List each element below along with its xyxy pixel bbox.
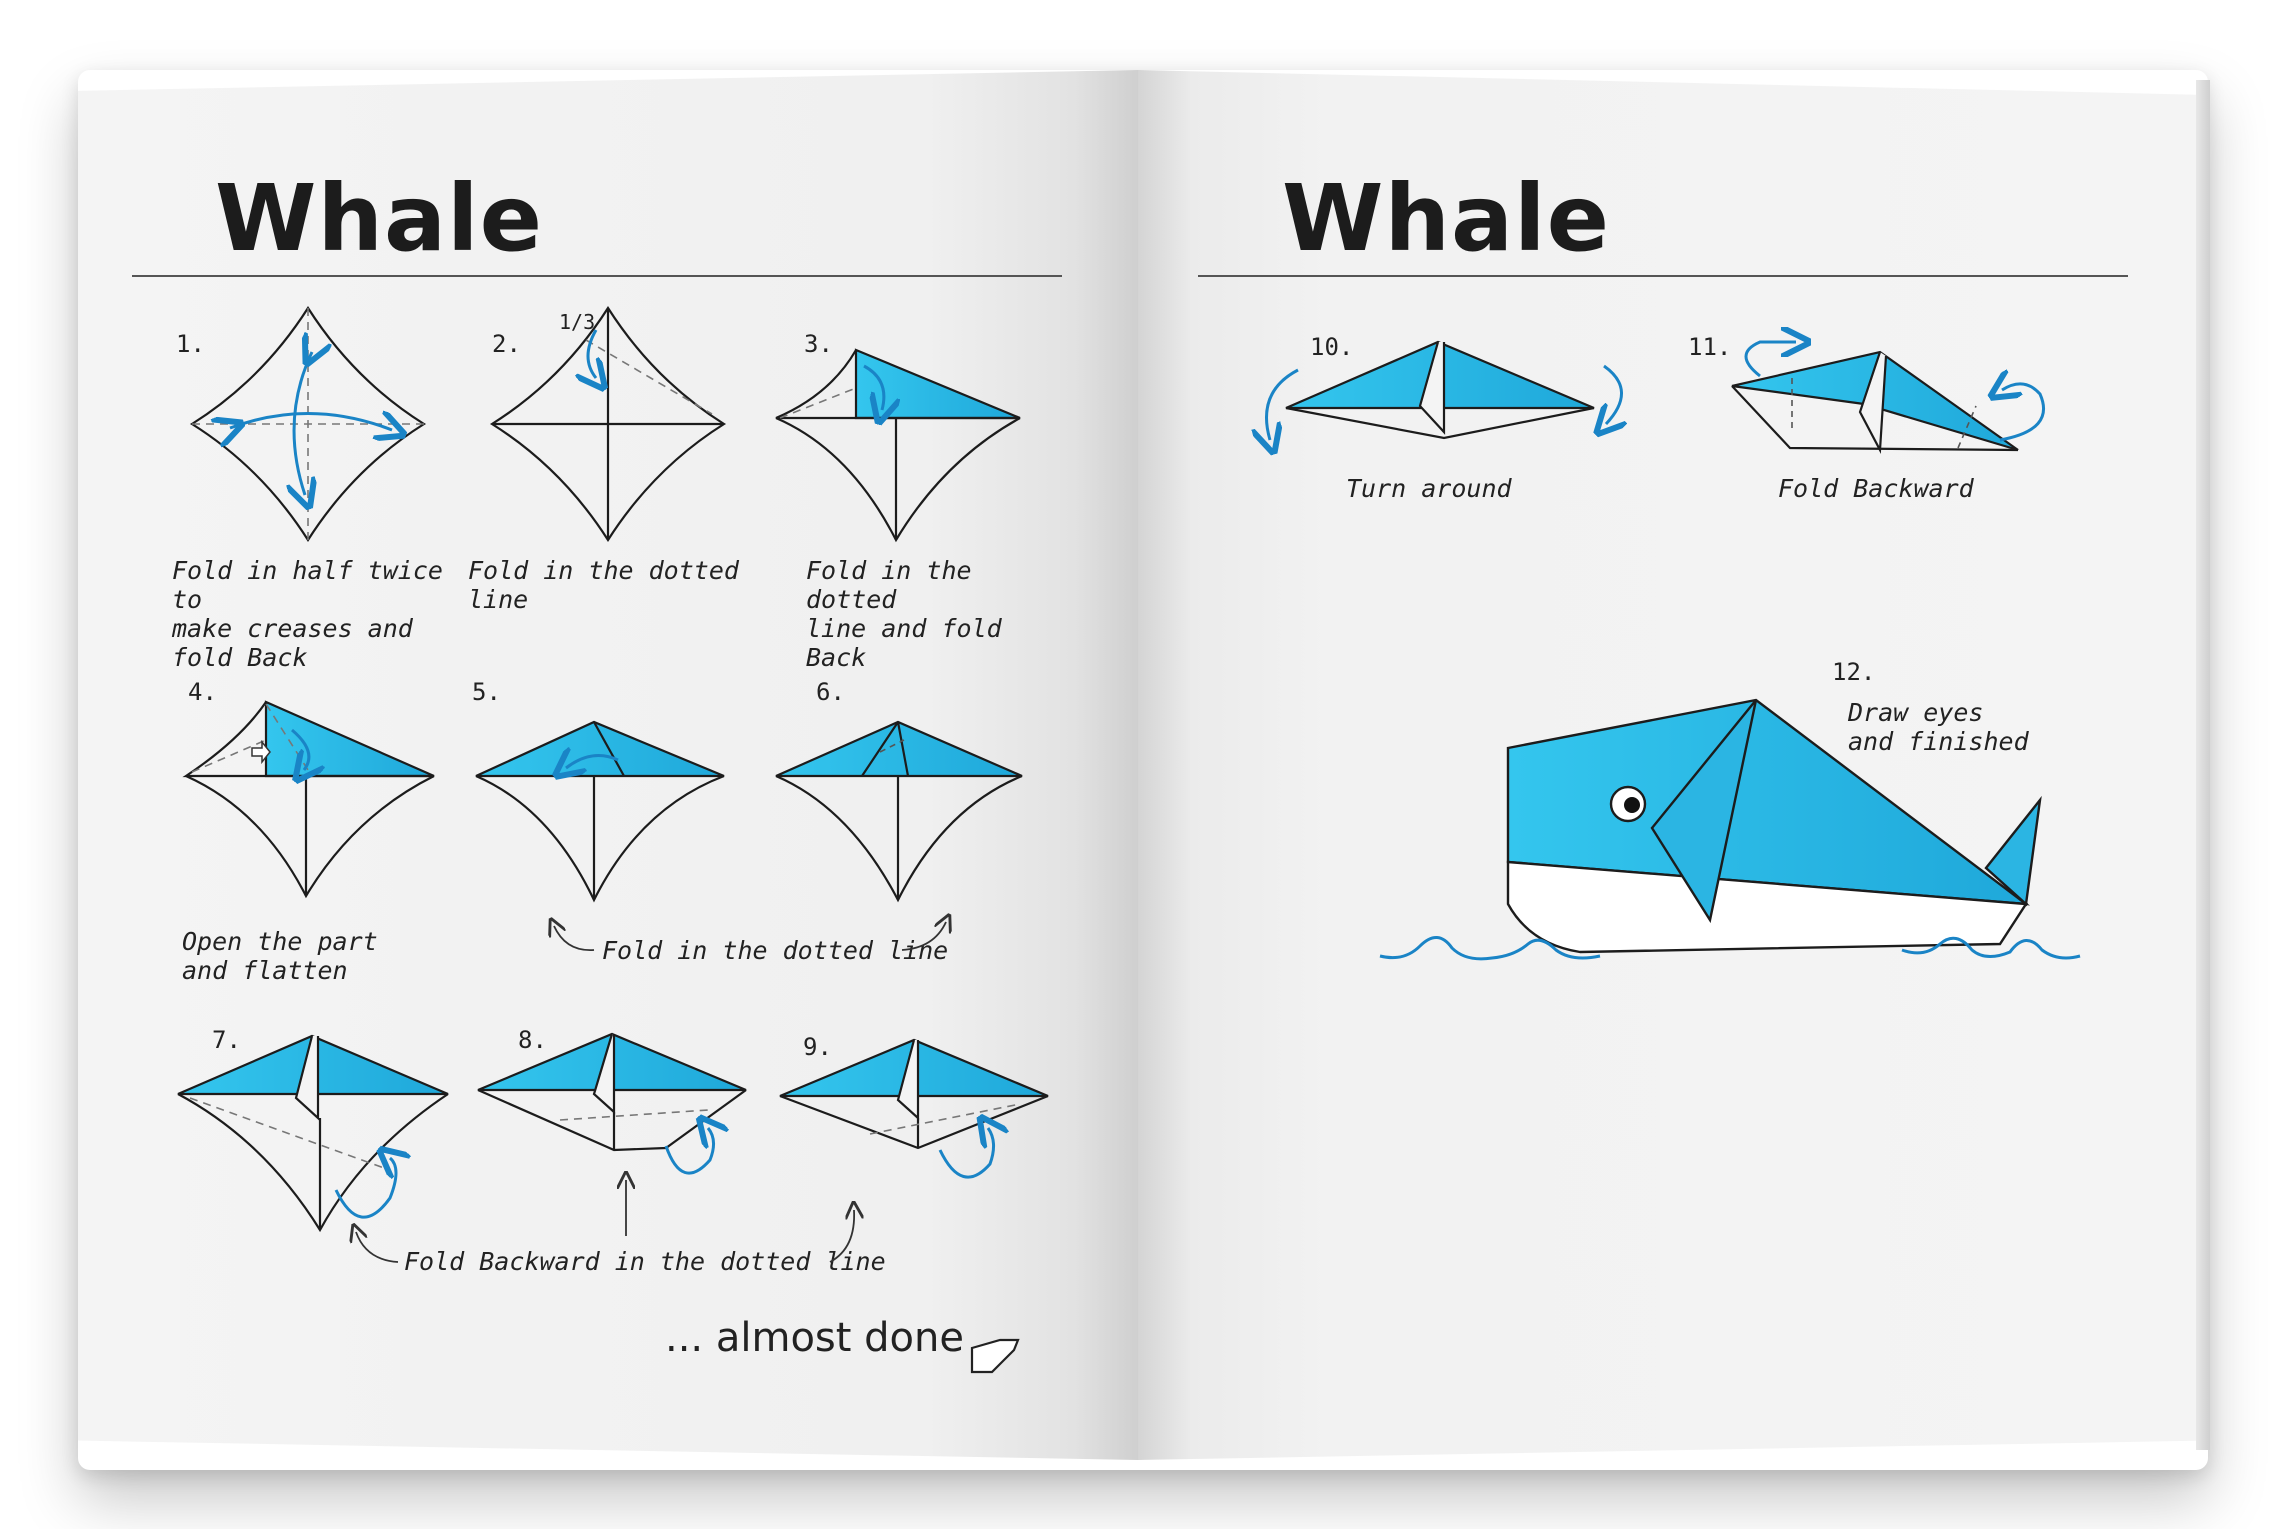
steps-7-9-caption: Fold Backward in the dotted line	[404, 1247, 886, 1276]
step-3-number: 3.	[804, 330, 833, 358]
steps-5-6-caption: Fold in the dotted line	[602, 936, 949, 965]
step-2-diagram	[489, 305, 727, 543]
step-1-diagram	[189, 305, 427, 543]
right-title-rule	[1198, 275, 2128, 277]
step-12-caption: Draw eyes and finished	[1848, 698, 2029, 756]
hand-icon	[251, 739, 271, 765]
step-11-number: 11.	[1688, 333, 1732, 361]
step-2-caption: Fold in the dotted line	[468, 556, 739, 614]
wave-icon	[1379, 936, 2081, 961]
step-2-number: 2.	[492, 330, 521, 358]
fold-arrow-icon	[554, 926, 595, 951]
step-6-number: 6.	[816, 678, 845, 706]
step-1-number: 1.	[176, 330, 205, 358]
step-11-caption: Fold Backward	[1778, 474, 1974, 503]
step-8-number: 8.	[518, 1026, 547, 1054]
step-10-diagram	[1267, 340, 1622, 440]
step-1-caption: Fold in half twice to make creases and f…	[172, 556, 443, 672]
hand-icon	[970, 1338, 1020, 1374]
step-4-caption: Open the part and flatten	[182, 927, 378, 985]
step-7-number: 7.	[212, 1026, 241, 1054]
step-4-diagram	[182, 700, 435, 899]
step-10-number: 10.	[1310, 333, 1354, 361]
step-7-diagram	[177, 1034, 449, 1233]
step-10-caption: Turn around	[1346, 474, 1512, 503]
fold-arrow-icon	[901, 922, 946, 951]
left-title-rule	[132, 275, 1062, 277]
step-3-diagram	[775, 348, 1021, 543]
fold-arrow-icon	[829, 1210, 854, 1263]
step-5-diagram	[475, 720, 725, 903]
right-page-title: Whale	[1282, 165, 1610, 272]
almost-done-footer: ... almost done	[665, 1315, 964, 1361]
left-page-title: Whale	[215, 165, 543, 272]
fold-arrow-icon	[356, 1232, 399, 1263]
step-9-number: 9.	[803, 1033, 832, 1061]
step-9-diagram	[779, 1038, 1049, 1179]
step-4-number: 4.	[188, 678, 217, 706]
step-8-diagram	[477, 1032, 747, 1175]
step-6-diagram	[775, 720, 1023, 903]
step-2-fraction: 1/3	[559, 310, 596, 334]
page-edge	[2196, 80, 2210, 1450]
step-12-number: 12.	[1832, 658, 1876, 686]
step-5-number: 5.	[472, 678, 501, 706]
step-3-caption: Fold in the dotted line and fold Back	[806, 556, 1002, 672]
step-12-whale	[1506, 698, 2042, 954]
step-11-diagram	[1731, 342, 2046, 454]
